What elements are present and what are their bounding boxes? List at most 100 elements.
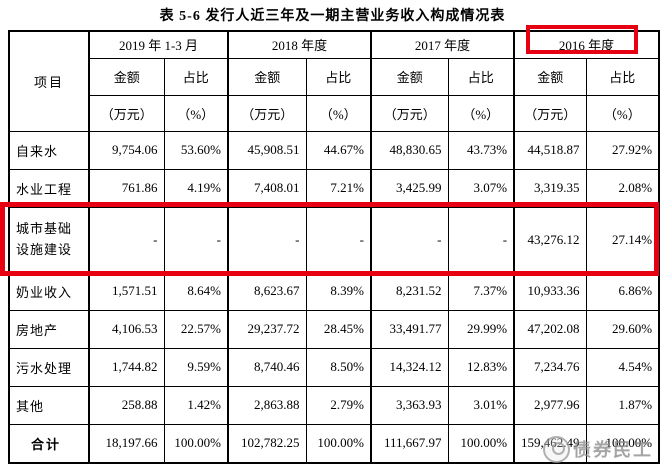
amount-unit-header: （万元） bbox=[227, 94, 307, 132]
cell-value: 8.64% bbox=[163, 271, 229, 311]
table-row-real-estate: 房地产 4,106.53 22.57% 29,237.72 28.45% 33,… bbox=[8, 309, 660, 349]
cell-value: 28.45% bbox=[305, 309, 372, 349]
amount-header: 金额 bbox=[88, 57, 165, 96]
amount-header: 金额 bbox=[227, 57, 307, 96]
cell-value: - bbox=[370, 206, 449, 273]
ratio-unit-header: （%） bbox=[163, 94, 229, 132]
cell-value: 47,202.08 bbox=[513, 309, 587, 349]
cell-value: 22.57% bbox=[163, 309, 229, 349]
cell-value: 4,106.53 bbox=[88, 309, 165, 349]
amount-header: 金额 bbox=[370, 57, 449, 96]
header-row-years: 项目 2019 年 1-3 月 2018 年度 2017 年度 2016 年度 bbox=[8, 30, 660, 132]
amount-unit-header: （万元） bbox=[513, 94, 587, 132]
cell-value: 48,830.65 bbox=[370, 130, 449, 170]
cell-value: 2.08% bbox=[585, 168, 660, 208]
cell-value: 100.00% bbox=[305, 423, 372, 464]
row-label: 自来水 bbox=[8, 130, 90, 170]
cell-value: 100.00% bbox=[447, 423, 515, 464]
cell-value: 8.50% bbox=[305, 347, 372, 387]
cell-value: 53.60% bbox=[163, 130, 229, 170]
year-header-2017: 2017 年度 bbox=[370, 30, 515, 59]
ratio-header: 占比 bbox=[585, 57, 660, 96]
amount-unit-header: （万元） bbox=[88, 94, 165, 132]
cell-value: 159,462.49 bbox=[513, 423, 587, 464]
cell-value: 10,933.36 bbox=[513, 271, 587, 311]
cell-value: 45,908.51 bbox=[227, 130, 307, 170]
cell-value: 1,744.82 bbox=[88, 347, 165, 387]
ratio-unit-header: （%） bbox=[585, 94, 660, 132]
cell-value: 3.07% bbox=[447, 168, 515, 208]
page-title: 表 5-6 发行人近三年及一期主营业务收入构成情况表 bbox=[159, 9, 506, 24]
row-label: 城市基础设施建设 bbox=[8, 206, 90, 273]
year-header-2018: 2018 年度 bbox=[226, 30, 372, 59]
cell-value: 3,363.93 bbox=[370, 385, 449, 425]
header-row-measures: 金额 占比 金额 占比 金额 占比 金额 占比 bbox=[9, 57, 660, 96]
cell-value: 14,324.12 bbox=[370, 347, 449, 387]
cell-value: - bbox=[447, 206, 515, 273]
row-label: 水业工程 bbox=[8, 168, 90, 208]
cell-value: 27.92% bbox=[585, 130, 660, 170]
cell-value: 29.99% bbox=[447, 309, 515, 349]
row-label: 污水处理 bbox=[8, 347, 90, 387]
ratio-header: 占比 bbox=[447, 57, 515, 96]
cell-value: 27.14% bbox=[585, 206, 660, 273]
year-header-2016: 2016 年度 bbox=[513, 30, 660, 59]
cell-value: 4.54% bbox=[585, 347, 660, 387]
cell-value: 29.60% bbox=[585, 309, 660, 349]
cell-value: 100.00% bbox=[163, 423, 229, 464]
cell-value: - bbox=[163, 206, 229, 273]
cell-value: 2.79% bbox=[305, 385, 372, 425]
ratio-header: 占比 bbox=[305, 57, 372, 96]
cell-value: 7,234.76 bbox=[513, 347, 587, 387]
cell-value: 2,863.88 bbox=[227, 385, 307, 425]
ratio-header: 占比 bbox=[163, 57, 229, 96]
table-row-dairy-income: 奶业收入 1,571.51 8.64% 8,623.67 8.39% 8,231… bbox=[8, 271, 660, 311]
cell-value: 44.67% bbox=[305, 130, 372, 170]
table-row-total: 合计 18,197.66 100.00% 102,782.25 100.00% … bbox=[8, 423, 660, 464]
table-row-sewage-treatment: 污水处理 1,744.82 9.59% 8,740.46 8.50% 14,32… bbox=[8, 347, 660, 387]
cell-value: 6.86% bbox=[585, 271, 660, 311]
cell-value: 2,977.96 bbox=[513, 385, 587, 425]
year-header-2019: 2019 年 1-3 月 bbox=[88, 30, 229, 59]
amount-header: 金额 bbox=[513, 57, 587, 96]
cell-value: 3,319.35 bbox=[513, 168, 587, 208]
cell-value: 100.00% bbox=[585, 423, 660, 464]
cell-value: 258.88 bbox=[88, 385, 165, 425]
row-label: 奶业收入 bbox=[8, 271, 90, 311]
cell-value: 1.87% bbox=[585, 385, 660, 425]
cell-value: 7,408.01 bbox=[227, 168, 307, 208]
cell-value: 102,782.25 bbox=[227, 423, 307, 464]
table-row-tap-water: 自来水 9,754.06 53.60% 45,908.51 44.67% 48,… bbox=[8, 130, 660, 170]
amount-unit-header: （万元） bbox=[370, 94, 449, 132]
row-label: 房地产 bbox=[8, 309, 90, 349]
cell-value: 4.19% bbox=[163, 168, 229, 208]
cell-value: 43.73% bbox=[447, 130, 515, 170]
revenue-composition-table: 项目 2019 年 1-3 月 2018 年度 2017 年度 2016 年度 … bbox=[8, 30, 661, 464]
cell-value: 9.59% bbox=[163, 347, 229, 387]
cell-value: 33,491.77 bbox=[370, 309, 449, 349]
cell-value: 8.39% bbox=[305, 271, 372, 311]
cell-value: 12.83% bbox=[447, 347, 515, 387]
column-header-item: 项目 bbox=[8, 30, 90, 132]
cell-value: 44,518.87 bbox=[513, 130, 587, 170]
cell-value: 8,623.67 bbox=[227, 271, 307, 311]
cell-value: 761.86 bbox=[88, 168, 165, 208]
ratio-unit-header: （%） bbox=[447, 94, 515, 132]
cell-value: 9,754.06 bbox=[88, 130, 165, 170]
header-row-units: （万元） （%） （万元） （%） （万元） （%） （万元） （%） bbox=[9, 94, 660, 132]
table-row-water-engineering: 水业工程 761.86 4.19% 7,408.01 7.21% 3,425.9… bbox=[8, 168, 660, 208]
cell-value: 1,571.51 bbox=[88, 271, 165, 311]
cell-value: 7.21% bbox=[305, 168, 372, 208]
table-row-urban-infrastructure: 城市基础设施建设 - - - - - - 43,276.12 27.14% bbox=[8, 206, 660, 273]
table-row-other: 其他 258.88 1.42% 2,863.88 2.79% 3,363.93 … bbox=[8, 385, 660, 425]
cell-value: 29,237.72 bbox=[227, 309, 307, 349]
cell-value: - bbox=[227, 206, 307, 273]
cell-value: 3,425.99 bbox=[370, 168, 449, 208]
cell-value: 18,197.66 bbox=[88, 423, 165, 464]
cell-value: 7.37% bbox=[447, 271, 515, 311]
row-label: 其他 bbox=[8, 385, 90, 425]
cell-value: 111,667.97 bbox=[370, 423, 449, 464]
cell-value: 1.42% bbox=[163, 385, 229, 425]
cell-value: 8,740.46 bbox=[227, 347, 307, 387]
ratio-unit-header: （%） bbox=[305, 94, 372, 132]
